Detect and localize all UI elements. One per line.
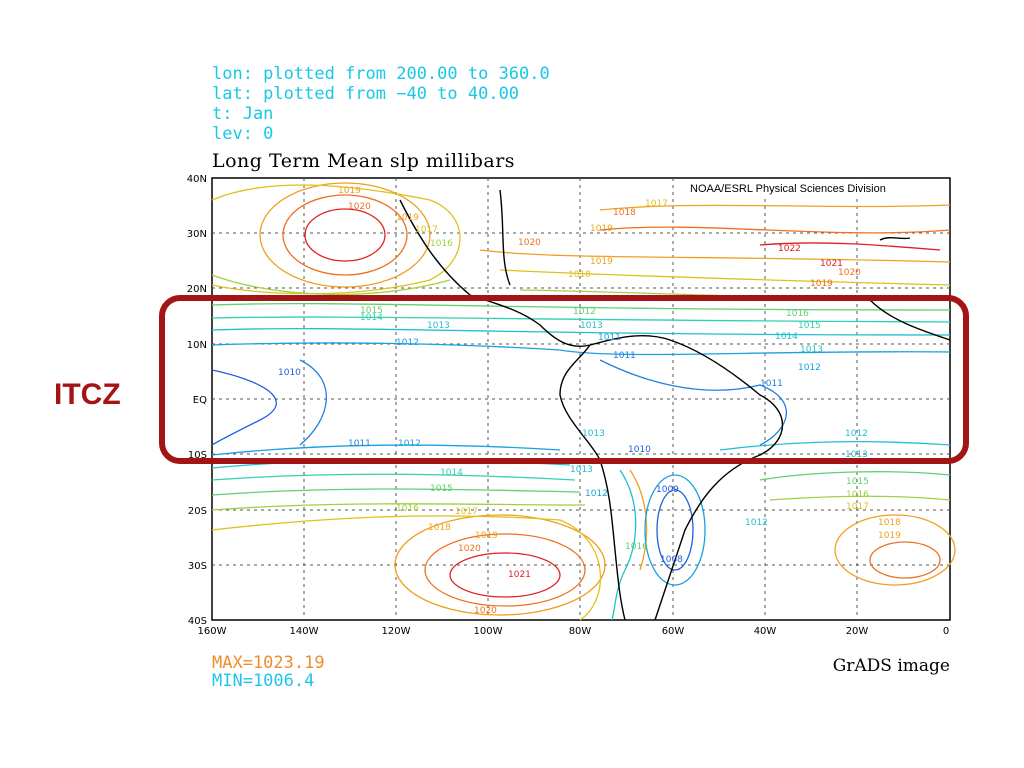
contour-label: 1018	[428, 523, 451, 533]
x-tick-label: 160W	[198, 626, 227, 637]
contour-label: 1022	[778, 244, 801, 254]
contour-label: 1019	[396, 213, 419, 223]
contour-label: 1018	[613, 208, 636, 218]
grads-footer: GrADS image	[832, 656, 950, 676]
y-tick-label: 20S	[188, 506, 207, 517]
x-tick-label: 80W	[569, 626, 592, 637]
y-tick-label: 10N	[187, 340, 207, 351]
max-value: MAX=1023.19	[212, 653, 325, 673]
contour-label: 1020	[838, 268, 861, 278]
contour-label: 1013	[427, 321, 450, 331]
y-tick-label: 20N	[187, 284, 207, 295]
contour-label: 1014	[775, 332, 798, 342]
contour-label: 1011	[760, 379, 783, 389]
contour-label: 1019	[810, 279, 833, 289]
lon-range-text: lon: plotted from 200.00 to 360.0	[212, 64, 550, 84]
contour-label: 1013	[845, 450, 868, 460]
y-tick-label: 40S	[188, 616, 207, 627]
contour-label: 1021	[820, 259, 843, 269]
contour-label: 1013	[582, 429, 605, 439]
x-tick-label: 20W	[846, 626, 869, 637]
y-tick-label: 40N	[187, 174, 207, 185]
contour-label: 1020	[518, 238, 541, 248]
itcz-label: ITCZ	[54, 378, 121, 411]
x-tick-label: 60W	[662, 626, 685, 637]
lat-range-text: lat: plotted from −40 to 40.00	[212, 84, 520, 104]
contour-label: 1008	[660, 555, 683, 565]
contour-label: 1012	[585, 489, 608, 499]
contour-label: 1011	[348, 439, 371, 449]
min-value: MIN=1006.4	[212, 671, 315, 691]
contour-label: 1012	[573, 307, 596, 317]
y-tick-label: 30N	[187, 229, 207, 240]
contour-label: 1015	[798, 321, 821, 331]
y-tick-label: EQ	[193, 395, 207, 406]
contour-label: 1020	[474, 606, 497, 616]
contour-label: 1020	[348, 202, 371, 212]
x-tick-label: 40W	[754, 626, 777, 637]
level-text: lev: 0	[212, 124, 274, 144]
y-tick-label: 30S	[188, 561, 207, 572]
contour-label: 1019	[590, 224, 613, 234]
contour-label: 1016	[625, 542, 648, 552]
y-axis-labels: 40N 30N 20N 10N EQ 10S 20S 30S 40S	[187, 174, 207, 627]
contour-label: 1018	[568, 270, 591, 280]
contour-label: 1015	[360, 306, 383, 316]
contour-label: 1015	[430, 484, 453, 494]
contour-label: 1014	[440, 468, 463, 478]
map-title: Long Term Mean slp millibars	[212, 150, 516, 172]
x-tick-label: 120W	[382, 626, 411, 637]
y-tick-label: 10S	[188, 450, 207, 461]
contour-label: 1009	[656, 485, 679, 495]
contour-label: 1016	[430, 239, 453, 249]
map-frame	[211, 177, 951, 621]
credit-text: NOAA/ESRL Physical Sciences Division	[690, 183, 886, 195]
contour-label: 1012	[845, 429, 868, 439]
itcz-highlight-box	[159, 295, 969, 464]
contour-label: 1011	[613, 351, 636, 361]
contour-label: 1019	[878, 531, 901, 541]
contour-label: 1014	[360, 313, 383, 323]
contour-label: 1012	[396, 338, 419, 348]
plot-metadata: lon: plotted from 200.00 to 360.0 lat: p…	[212, 64, 550, 144]
credit-box	[682, 179, 949, 196]
time-text: t: Jan	[212, 104, 274, 124]
contour-label: 1017	[846, 502, 869, 512]
contour-label: 1021	[508, 570, 531, 580]
x-tick-label: 0	[943, 626, 949, 637]
x-tick-label: 100W	[474, 626, 503, 637]
contour-label: 1012	[745, 518, 768, 528]
contour-label: 1020	[458, 544, 481, 554]
contour-label: 1016	[396, 504, 419, 514]
contour-label: 1013	[570, 465, 593, 475]
contour-label: 1017	[455, 507, 478, 517]
contour-value-labels: 1019 1020 1019 1017 1016 1018 1019 1020 …	[278, 186, 901, 616]
contour-label: 1013	[580, 321, 603, 331]
contour-label: 1019	[590, 257, 613, 267]
contour-label: 1011	[598, 333, 621, 343]
contour-label: 1019	[475, 531, 498, 541]
contour-label: 1019	[338, 186, 361, 196]
value-range: MAX=1023.19 MIN=1006.4	[212, 654, 325, 690]
x-tick-label: 140W	[290, 626, 319, 637]
contour-label: 1017	[415, 225, 438, 235]
x-axis-labels: 160W 140W 120W 100W 80W 60W 40W 20W 0	[198, 626, 950, 637]
contour-label: 1012	[798, 363, 821, 373]
contour-label: 1013	[800, 345, 823, 355]
contour-label: 1018	[878, 518, 901, 528]
contour-label: 1016	[846, 490, 869, 500]
contour-label: 1016	[786, 309, 809, 319]
contour-label: 1012	[398, 439, 421, 449]
contour-label: 1010	[278, 368, 301, 378]
contour-label: 1010	[628, 445, 651, 455]
contour-label: 1015	[846, 477, 869, 487]
contour-label: 1017	[645, 199, 668, 209]
